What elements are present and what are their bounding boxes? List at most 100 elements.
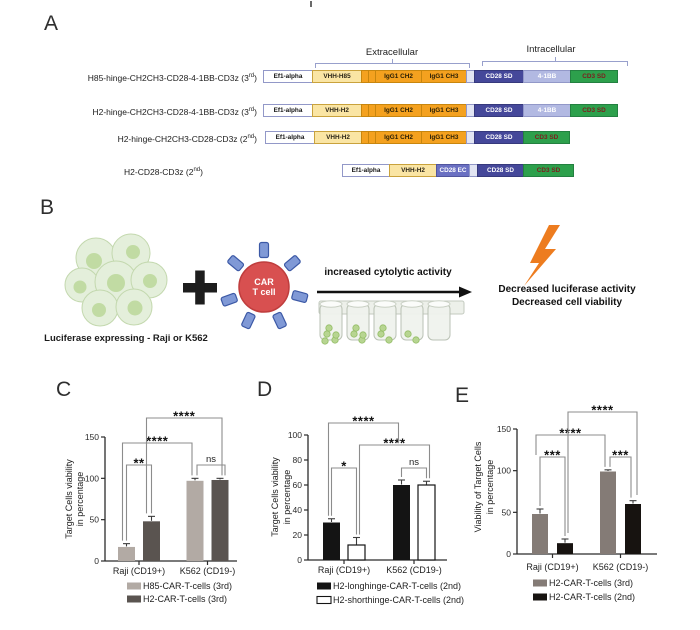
construct-segment-CD28 SD: CD28 SD	[474, 131, 524, 144]
y-tick-label: 100	[85, 473, 99, 483]
tube-mouth-icon	[373, 300, 397, 308]
sig-label-asterisks: ****	[173, 409, 196, 424]
y-tick-label: 100	[288, 430, 302, 440]
sig-bracket	[609, 456, 632, 498]
y-axis-title: Target Cells viability	[64, 459, 74, 539]
bar	[323, 522, 340, 560]
sig-label-asterisks: ****	[383, 436, 406, 451]
cell-nucleus-icon	[143, 274, 157, 288]
panel-a-construct-diagram: Extracellular Intracellular H85-hinge-CH…	[0, 0, 700, 195]
y-axis-title: in percentage	[282, 470, 292, 525]
y-axis-title: in percentage	[75, 472, 85, 527]
legend-label: H2-CAR-T-cells (2nd)	[549, 592, 635, 602]
construct-bar: Ef1-alpha VHH-H2 CD28 EC CD28 SD CD3 SD	[342, 164, 574, 177]
construct-segment-Ef1-alpha: Ef1-alpha	[263, 70, 313, 83]
cell-dot-icon	[385, 336, 393, 344]
cell-dot-icon	[321, 337, 329, 345]
cell-nucleus-icon	[86, 253, 102, 269]
legend-label: H2-shorthinge-CAR-T-cells (2nd)	[333, 595, 464, 605]
sig-bracket	[121, 442, 193, 541]
intracellular-region-label: Intracellular	[526, 44, 576, 55]
sig-bracket	[330, 467, 358, 535]
sig-bracket	[400, 467, 428, 479]
construct-segment-CD28 SD: CD28 SD	[477, 164, 524, 177]
car-receptor-icon	[220, 292, 238, 307]
sig-label-asterisks: ****	[146, 434, 169, 449]
cell-nucleus-icon	[127, 300, 143, 316]
cell-nucleus-icon	[92, 303, 106, 317]
bar	[600, 471, 616, 554]
construct-segment-CD3 SD: CD3 SD	[570, 70, 618, 83]
sig-label-ns: ns	[206, 454, 216, 465]
bar	[118, 546, 135, 561]
y-tick-label: 0	[297, 555, 302, 565]
panel-label-a: A	[44, 12, 59, 35]
y-tick-label: 0	[94, 556, 99, 566]
intracellular-bracket-tick	[555, 57, 556, 61]
chart-d-svg: 0 20 40 60 80 100 Raji (CD19+) K562 (CD19-) Targ…	[270, 414, 464, 606]
construct-segment-IgG1 CH3: IgG1 CH3	[421, 104, 467, 117]
y-tick-label: 60	[293, 480, 303, 490]
chart-c-svg: 0 50 100 150 Raji (CD19+) K562 (CD19-) Target …	[64, 409, 237, 604]
panel-label-c: C	[56, 378, 72, 401]
tube-mouth-icon	[400, 300, 424, 308]
y-tick-label: 80	[293, 455, 303, 465]
y-tick-label: 0	[506, 549, 511, 559]
cell-dot-icon	[332, 331, 340, 339]
car-receptor-icon	[227, 255, 245, 272]
construct-segment-Ef1-alpha: Ef1-alpha	[342, 164, 390, 177]
cell-dot-icon	[325, 324, 333, 332]
construct-segment-CD3 SD: CD3 SD	[570, 104, 618, 117]
x-category-label: Raji (CD19+)	[526, 562, 578, 572]
sig-label-asterisks: **	[133, 456, 145, 471]
sig-bracket	[535, 434, 606, 467]
construct-name: H2-hinge-CH2CH3-CD28-CD3z (2nd)	[117, 133, 257, 144]
panel-label-e: E	[455, 384, 470, 407]
cell-dot-icon	[359, 331, 367, 339]
construct-bar: Ef1-alpha VHH-H85 IgG1 CH2 IgG1 CH3 CD28 SD 4…	[263, 70, 618, 83]
sig-bracket	[567, 411, 638, 533]
outcome-line: Decreased luciferase activity	[498, 284, 636, 295]
construct-segment-VHH-H2: VHH-H2	[389, 164, 437, 177]
sig-label-asterisks: ***	[612, 448, 629, 463]
construct-segment-4-1BB: 4-1BB	[523, 70, 571, 83]
target-cells-caption: Luciferase expressing - Raji or K562	[44, 333, 208, 344]
cell-dot-icon	[412, 336, 420, 344]
y-tick-label: 100	[497, 466, 511, 476]
x-category-label: K562 (CD19-)	[386, 565, 442, 575]
bar	[186, 480, 204, 561]
car-receptor-icon	[241, 311, 256, 330]
legend-label: H2-longhinge-CAR-T-cells (2nd)	[333, 581, 461, 591]
construct-segment-IgG1 CH2: IgG1 CH2	[375, 104, 422, 117]
crop-artifact-mark	[310, 1, 312, 7]
car-receptor-icon	[258, 241, 270, 259]
bar	[211, 479, 229, 561]
legend-swatch	[316, 595, 332, 605]
cell-dot-icon	[350, 330, 358, 338]
car-t-cell-label: CAR	[254, 277, 274, 287]
y-axis-title: Viability of Target Cells	[473, 441, 483, 532]
construct-bar: Ef1-alpha VHH-H2 IgG1 CH2 IgG1 CH3 CD28 SD CD…	[265, 131, 570, 144]
sig-bracket	[358, 444, 431, 535]
x-category-label: Raji (CD19+)	[318, 565, 370, 575]
construct-segment-Ef1-alpha: Ef1-alpha	[263, 104, 313, 117]
cell-dot-icon	[404, 330, 412, 338]
extracellular-bracket-tick	[392, 59, 393, 63]
x-category-label: K562 (CD19-)	[180, 566, 236, 576]
assay-tube-icon	[400, 303, 424, 341]
outcome-line: Decreased cell viability	[512, 297, 623, 308]
x-category-label: K562 (CD19-)	[593, 562, 649, 572]
construct-segment-4-1BB: 4-1BB	[523, 104, 571, 117]
extracellular-bracket	[315, 63, 470, 68]
car-receptor-icon	[283, 255, 301, 272]
sig-label-asterisks: ***	[544, 448, 561, 463]
sig-label-asterisks: *	[341, 459, 347, 474]
legend-swatch	[127, 582, 141, 590]
x-category-label: Raji (CD19+)	[113, 566, 165, 576]
panel-label-b: B	[40, 196, 55, 219]
bar	[347, 544, 366, 561]
intracellular-bracket	[482, 61, 628, 66]
construct-name: H2-CD28-CD3z (2nd)	[124, 166, 203, 177]
construct-segment-VHH-H2: VHH-H2	[314, 131, 362, 144]
construct-name: H2-hinge-CH2CH3-CD28-4-1BB-CD3z (3rd)	[92, 106, 257, 117]
